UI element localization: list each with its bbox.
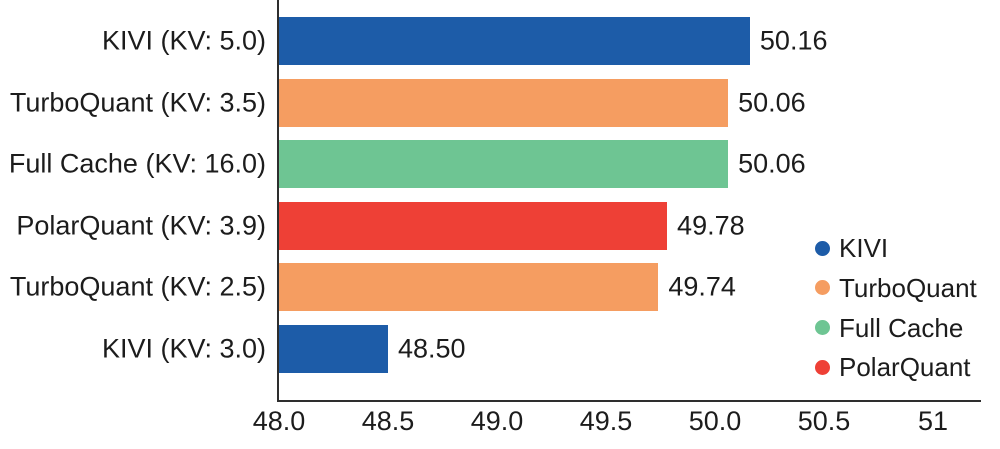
legend-label: TurboQuant [839, 272, 977, 303]
bar-value-label: 49.74 [668, 271, 736, 302]
legend-item-kivi: KIVI [815, 233, 888, 263]
x-tick-label: 49.0 [470, 406, 524, 436]
legend-label: KIVI [839, 233, 889, 263]
bar-value-label: 49.78 [677, 210, 745, 241]
category-label: Full Cache (KV: 16.0) [8, 148, 266, 179]
legend-item-full-cache: Full Cache [815, 313, 963, 343]
legend-swatch-icon [815, 320, 830, 336]
bar-full-cache [279, 140, 729, 189]
x-tick-label: 51 [918, 406, 949, 436]
category-label: KIVI (KV: 5.0) [101, 25, 266, 56]
legend-label: PolarQuant [839, 352, 971, 383]
bar-value-label: 50.06 [738, 148, 806, 179]
legend-label: Full Cache [839, 312, 964, 343]
category-label: TurboQuant (KV: 2.5) [9, 271, 266, 302]
x-tick-label: 50.0 [688, 406, 742, 436]
legend-swatch-icon [815, 280, 830, 296]
legend-item-polarquant: PolarQuant [815, 352, 971, 382]
category-label: PolarQuant (KV: 3.9) [16, 210, 266, 241]
bar-kivi [279, 325, 388, 373]
legend-swatch-icon [815, 240, 830, 256]
category-label: KIVI (KV: 3.0) [101, 333, 266, 364]
bar-turboquant [279, 78, 729, 127]
bar-kivi [279, 17, 750, 65]
x-axis-spine [277, 400, 981, 402]
x-tick-label: 48.5 [361, 406, 415, 436]
bar-value-label: 50.16 [759, 25, 828, 56]
y-axis-spine [277, 0, 279, 402]
bar-polarquant [279, 201, 668, 250]
x-tick-label: 50.5 [797, 406, 851, 436]
bar-value-label: 48.50 [398, 333, 466, 364]
bar-value-label: 50.06 [738, 87, 806, 118]
x-tick-label: 49.5 [579, 406, 633, 436]
legend-item-turboquant: TurboQuant [815, 273, 977, 303]
bar-turboquant [279, 263, 659, 312]
legend-swatch-icon [815, 359, 830, 375]
category-label: TurboQuant (KV: 3.5) [9, 87, 266, 118]
x-tick-label: 48.0 [252, 406, 306, 436]
